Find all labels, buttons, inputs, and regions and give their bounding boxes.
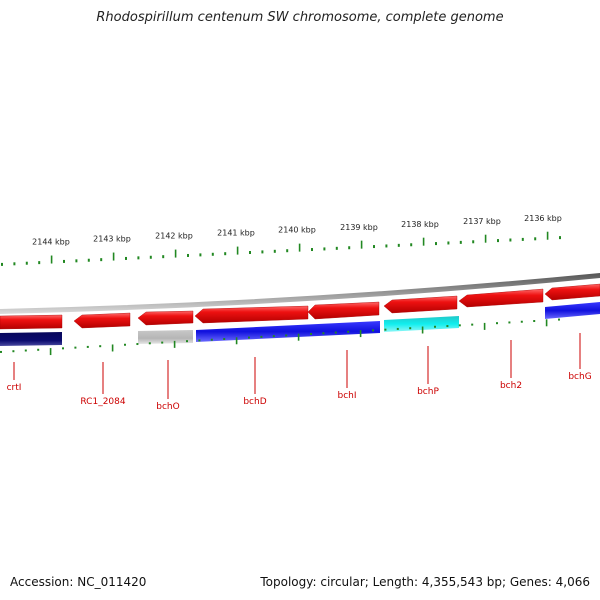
gene-bar-crtI <box>0 332 62 346</box>
kbp-label: 2138 kbp <box>401 220 439 229</box>
gene-label: bchG <box>568 372 591 382</box>
gene-label: bchD <box>243 397 266 407</box>
gene-label: RC1_2084 <box>80 397 125 407</box>
gene-bar-bchD <box>196 321 380 342</box>
kbp-label: 2143 kbp <box>93 235 131 244</box>
accession-text: Accession: NC_011420 <box>10 575 147 589</box>
kbp-label: 2136 kbp <box>524 214 562 223</box>
gene-bar-bchG <box>545 302 600 319</box>
kbp-label: 2144 kbp <box>32 238 70 247</box>
gene-arrow-forward <box>0 314 63 330</box>
map-title: Rhodospirillum centenum SW chromosome, c… <box>96 10 504 25</box>
gene-bar-bchP <box>384 316 459 332</box>
gene-arrow-forward <box>73 312 131 329</box>
kbp-label: 2139 kbp <box>340 223 378 232</box>
gene-arrow-forward <box>383 295 458 314</box>
gene-label: crtI <box>7 383 22 393</box>
gene-label: bchI <box>337 391 356 401</box>
gene-arrow-forward <box>137 310 194 326</box>
kbp-label: 2137 kbp <box>463 217 501 226</box>
gene-label: bchO <box>156 402 179 412</box>
gene-arrow-forward <box>307 301 380 320</box>
kbp-label: 2141 kbp <box>217 229 255 238</box>
gene-arrow-forward <box>194 305 309 324</box>
kbp-label: 2142 kbp <box>155 232 193 241</box>
genome-summary-text: Topology: circular; Length: 4,355,543 bp… <box>260 575 590 589</box>
gene-arrow-forward <box>544 283 600 301</box>
genome-backbone <box>0 273 600 314</box>
gene-label: bchP <box>417 387 439 397</box>
kbp-label: 2140 kbp <box>278 226 316 235</box>
gene-label: bch2 <box>500 381 522 391</box>
gene-bar-bchO <box>138 330 193 344</box>
gene-arrow-forward <box>458 288 544 308</box>
